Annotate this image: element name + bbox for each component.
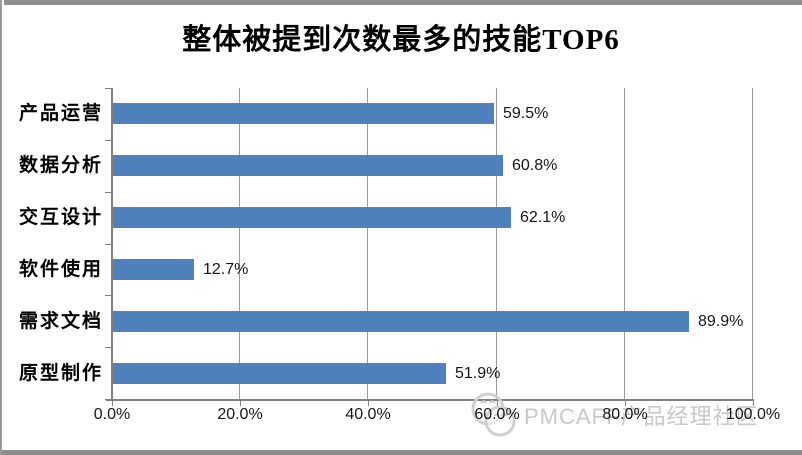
bar-交互设计: [113, 207, 511, 228]
gridline: [496, 88, 497, 399]
bar-产品运营: [113, 103, 494, 124]
x-tick-label: 100.0%: [725, 406, 781, 423]
y-axis-tick: [105, 244, 111, 245]
y-axis-tick: [105, 140, 111, 141]
frame-left-divider: [0, 0, 2, 455]
x-tick-label: 20.0%: [217, 406, 263, 423]
plot-area: 59.5% 60.8% 62.1% 12.7% 89.9% 51.9%: [112, 88, 753, 399]
y-axis-tick: [105, 399, 111, 400]
y-axis-tick: [105, 295, 111, 296]
gridline: [239, 88, 240, 399]
x-axis-tick: [112, 401, 113, 406]
y-axis-tick: [105, 192, 111, 193]
bar-value-label: 62.1%: [520, 209, 566, 226]
frame-top-divider: [4, 0, 802, 5]
bar-数据分析: [113, 155, 503, 176]
bar-软件使用: [113, 259, 194, 280]
x-axis-tick: [625, 401, 626, 406]
x-axis-tick: [497, 401, 498, 406]
bar-value-label: 60.8%: [512, 157, 558, 174]
x-tick-label: 0.0%: [93, 406, 131, 423]
x-tick-label: 80.0%: [602, 406, 648, 423]
x-tick-label: 60.0%: [474, 406, 520, 423]
bar-value-label: 12.7%: [203, 261, 249, 278]
y-axis-tick: [105, 347, 111, 348]
category-label: 软件使用: [18, 259, 103, 280]
bar-value-label: 89.9%: [698, 313, 744, 330]
x-tick-label: 40.0%: [345, 406, 391, 423]
bar-需求文档: [113, 311, 689, 332]
x-axis: [106, 399, 754, 401]
watermark: PMCAFF产品经理社区: [466, 392, 758, 438]
frame-bottom-divider: [2, 450, 802, 455]
bar-原型制作: [113, 363, 446, 384]
gridline: [752, 88, 753, 399]
bar-value-label: 59.5%: [503, 105, 549, 122]
x-axis-tick: [368, 401, 369, 406]
bar-value-label: 51.9%: [455, 365, 501, 382]
x-axis-tick: [753, 401, 754, 406]
pmcaff-smiley-logo-icon: [471, 392, 516, 437]
category-label: 原型制作: [18, 363, 103, 384]
x-axis-tick: [240, 401, 241, 406]
category-label: 产品运营: [18, 103, 103, 124]
category-label: 数据分析: [18, 155, 103, 176]
gridline: [624, 88, 625, 399]
category-label: 交互设计: [18, 207, 103, 228]
y-axis-tick: [105, 88, 111, 89]
gridline: [367, 88, 368, 399]
category-label: 需求文档: [18, 311, 103, 332]
watermark-text: PMCAFF产品经理社区: [524, 404, 759, 429]
chart-title: 整体被提到次数最多的技能TOP6: [182, 24, 620, 56]
y-axis: [111, 88, 113, 400]
